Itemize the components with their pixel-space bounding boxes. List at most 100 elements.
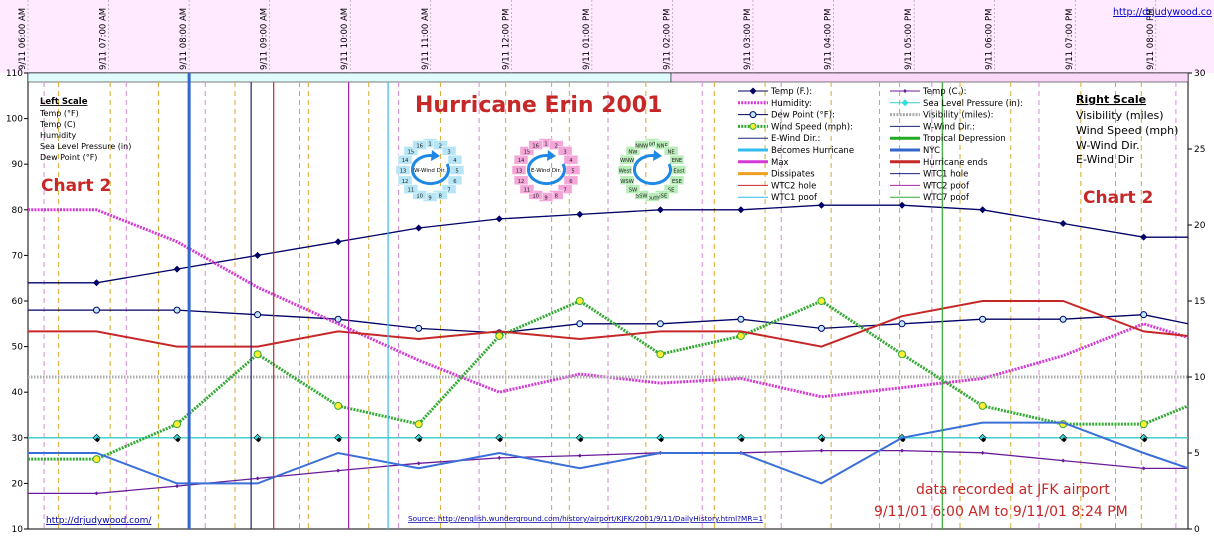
compass-cell-label: 16 xyxy=(416,144,423,150)
compass-cell-label: 15 xyxy=(524,149,531,155)
time-axis-band xyxy=(0,0,1214,73)
left-y-tick-label: 10 xyxy=(12,525,24,535)
right-y-tick-label: 10 xyxy=(1194,373,1206,383)
legend-item-label: NYC xyxy=(923,146,940,156)
x-tick-label: 9/11 06:00 PM xyxy=(985,9,995,70)
compass-cell-label: WNW xyxy=(620,158,634,164)
compass-arrowhead xyxy=(431,150,440,161)
legend-item-marker xyxy=(903,89,907,93)
compass-cell-label: 12 xyxy=(402,179,409,185)
data-point xyxy=(656,320,664,328)
legend-item-label: Dissipates xyxy=(771,170,815,180)
legend-item-label: Tropical Depression xyxy=(922,134,1006,144)
left-y-tick-label: 40 xyxy=(12,388,24,398)
data-point-shadow xyxy=(336,437,342,443)
compass-cell-label: 16 xyxy=(532,144,539,150)
data-point xyxy=(978,401,987,410)
left-y-tick-label: 110 xyxy=(6,69,23,79)
data-point xyxy=(898,201,906,209)
series-group xyxy=(28,201,1189,496)
compass-arrow xyxy=(411,154,450,186)
compass-cell xyxy=(433,140,448,150)
chart-title: Hurricane Erin 2001 xyxy=(415,93,662,118)
left-y-tick-label: 30 xyxy=(12,434,24,444)
compass-cell-label: 13 xyxy=(516,169,523,175)
compass-cell-label: 15 xyxy=(408,149,415,155)
compass-cell xyxy=(397,175,413,186)
left-y-tick-label: 90 xyxy=(12,160,24,170)
compass-arrowhead xyxy=(653,150,662,161)
left-scale-item: Temp (C) xyxy=(39,120,76,129)
x-tick-label: 9/11 05:00 PM xyxy=(904,9,914,70)
compass-cell xyxy=(519,146,535,156)
data-point-shadow xyxy=(981,437,987,443)
data-point xyxy=(1141,466,1146,471)
data-point xyxy=(1059,219,1067,227)
data-point xyxy=(416,461,421,466)
right-y-tick-label: 20 xyxy=(1194,221,1206,231)
compass-cell-label: West xyxy=(619,169,632,175)
data-point-shadow xyxy=(1142,437,1148,443)
x-tick-label: 9/11 02:00 PM xyxy=(662,9,672,70)
legend-item-label: Temp (F.): xyxy=(770,87,812,97)
compass-arrowhead xyxy=(547,150,556,161)
site-url-link[interactable]: http://drjudywood.co xyxy=(1113,7,1212,18)
footer-url-link[interactable]: http://drjudywood.com/ xyxy=(46,516,152,526)
legend-item-label: Wind Speed (mph): xyxy=(771,122,853,132)
compass-cell-label: 5 xyxy=(571,169,574,175)
compass-cell-label: 12 xyxy=(518,179,525,185)
x-tick-label: 9/11 09:00 AM xyxy=(260,8,270,70)
data-point xyxy=(656,350,665,359)
compass-cell-label: 5 xyxy=(455,169,458,175)
x-tick-label: 9/11 07:00 AM xyxy=(99,8,109,70)
legend-item-label: WTC1 hole xyxy=(923,170,968,180)
data-point xyxy=(1140,311,1148,319)
source-link[interactable]: Source: http://english.wunderground.com/… xyxy=(408,514,763,523)
data-point xyxy=(736,331,745,340)
left-y-tick-label: 60 xyxy=(12,297,24,307)
left-scale-item: Dew Point (°F) xyxy=(40,153,97,162)
legend-item-label: WTC2 hole xyxy=(771,181,816,191)
legend-item-marker xyxy=(749,87,757,95)
compass-cell xyxy=(511,165,527,175)
left-y-tick-label: 80 xyxy=(12,206,24,216)
compass-cell-label: 1 xyxy=(544,142,547,148)
data-point xyxy=(898,320,906,328)
series-line xyxy=(28,208,1189,399)
data-point-shadow xyxy=(94,437,100,443)
legend-item-label: WTC2 poof xyxy=(923,181,970,191)
right-scale-item: Wind Speed (mph) xyxy=(1076,124,1178,137)
compass-cell xyxy=(563,154,579,165)
compass-cell xyxy=(395,165,411,175)
right-scale-item: Visibility (miles) xyxy=(1076,109,1164,122)
data-point xyxy=(576,320,584,328)
legend-item-label: Max xyxy=(771,158,789,168)
right-y-tick-label: 5 xyxy=(1194,449,1200,459)
data-point xyxy=(175,484,180,489)
compass-cell xyxy=(655,140,670,150)
data-point-shadow xyxy=(417,437,423,443)
legend-item-marker xyxy=(749,122,757,130)
data-point xyxy=(979,315,987,323)
left-scale-item: Sea Level Pressure (in) xyxy=(40,142,131,151)
data-point xyxy=(334,315,342,323)
legend-item-label: Sea Level Pressure (in): xyxy=(923,99,1023,109)
data-point xyxy=(495,215,503,223)
series-line xyxy=(28,300,1189,348)
data-point xyxy=(253,350,262,359)
compass-cell-label: North xyxy=(645,142,660,148)
compass-cell-label: SSE xyxy=(657,193,667,199)
data-point xyxy=(656,206,664,214)
right-scale-heading: Right Scale xyxy=(1076,93,1146,106)
data-point xyxy=(415,324,423,332)
x-tick-label: 9/11 07:00 PM xyxy=(1065,9,1075,70)
legend-item-label: Humidity: xyxy=(771,99,812,109)
data-point xyxy=(497,455,502,460)
legend-item-label: W-Wind Dir.: xyxy=(923,122,975,132)
left-y-tick-label: 50 xyxy=(12,343,24,353)
data-point xyxy=(576,210,584,218)
compass-cell-label: NNW xyxy=(635,144,648,150)
left-scale-item: Humidity xyxy=(40,131,77,140)
